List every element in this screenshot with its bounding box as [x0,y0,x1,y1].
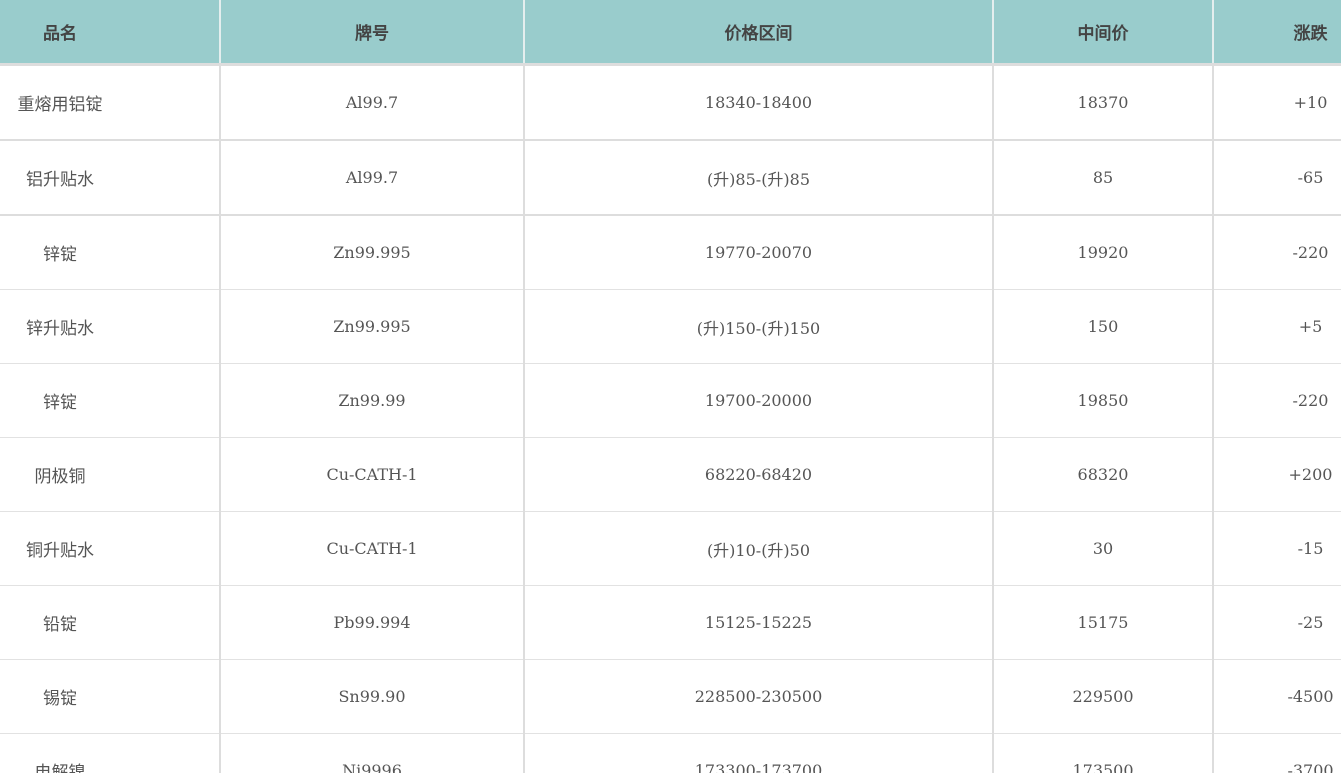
cell-price-range: 68220-68420 [523,437,993,512]
cell-price-range: 15125-15225 [523,585,993,660]
cell-product-name: 铝升贴水 [0,140,220,216]
cell-product-name: 锌升贴水 [0,289,220,364]
column-header-change: 涨跌 [1212,0,1341,66]
cell-change: -4500 [1212,659,1341,734]
column-header-grade: 牌号 [219,0,524,66]
table-row: 铝升贴水 Al99.7 (升)85-(升)85 85 -65 [0,140,1341,216]
cell-price-range: 18340-18400 [523,64,993,141]
cell-grade: Zn99.995 [219,215,524,290]
cell-price-range: (升)150-(升)150 [523,289,993,364]
cell-price-range: 19770-20070 [523,215,993,290]
cell-grade: Cu-CATH-1 [219,437,524,512]
cell-grade: Zn99.995 [219,289,524,364]
cell-product-name: 锌锭 [0,215,220,290]
cell-product-name: 阴极铜 [0,437,220,512]
cell-mid-price: 15175 [992,585,1213,660]
table-row: 锌锭 Zn99.995 19770-20070 19920 -220 [0,215,1341,290]
cell-product-name: 铅锭 [0,585,220,660]
cell-mid-price: 19850 [992,363,1213,438]
table-row: 锡锭 Sn99.90 228500-230500 229500 -4500 [0,659,1341,734]
cell-change: -15 [1212,511,1341,586]
cell-change: +200 [1212,437,1341,512]
table-row: 阴极铜 Cu-CATH-1 68220-68420 68320 +200 [0,437,1341,512]
cell-grade: Ni9996 [219,733,524,773]
cell-grade: Zn99.99 [219,363,524,438]
cell-product-name: 重熔用铝锭 [0,64,220,141]
header-row: 品名 牌号 价格区间 中间价 涨跌 [0,0,1341,66]
cell-mid-price: 18370 [992,64,1213,141]
cell-product-name: 铜升贴水 [0,511,220,586]
cell-change: -220 [1212,215,1341,290]
cell-product-name: 电解镍 [0,733,220,773]
table-row: 铜升贴水 Cu-CATH-1 (升)10-(升)50 30 -15 [0,511,1341,586]
cell-change: -65 [1212,140,1341,216]
cell-product-name: 锌锭 [0,363,220,438]
cell-grade: Al99.7 [219,64,524,141]
cell-mid-price: 19920 [992,215,1213,290]
cell-change: -220 [1212,363,1341,438]
cell-mid-price: 229500 [992,659,1213,734]
column-header-product-name: 品名 [0,0,220,66]
cell-price-range: 173300-173700 [523,733,993,773]
cell-mid-price: 173500 [992,733,1213,773]
column-header-price-range: 价格区间 [523,0,993,66]
cell-mid-price: 30 [992,511,1213,586]
cell-grade: Al99.7 [219,140,524,216]
table-row: 锌升贴水 Zn99.995 (升)150-(升)150 150 +5 [0,289,1341,364]
cell-change: -25 [1212,585,1341,660]
cell-price-range: 19700-20000 [523,363,993,438]
cell-change: +10 [1212,64,1341,141]
cell-grade: Sn99.90 [219,659,524,734]
table-row: 铅锭 Pb99.994 15125-15225 15175 -25 [0,585,1341,660]
column-header-mid-price: 中间价 [992,0,1213,66]
cell-mid-price: 150 [992,289,1213,364]
cell-product-name: 锡锭 [0,659,220,734]
cell-mid-price: 85 [992,140,1213,216]
cell-price-range: 228500-230500 [523,659,993,734]
cell-change: +5 [1212,289,1341,364]
table-row: 重熔用铝锭 Al99.7 18340-18400 18370 +10 [0,64,1341,141]
table-row: 电解镍 Ni9996 173300-173700 173500 -3700 [0,733,1341,773]
cell-price-range: (升)10-(升)50 [523,511,993,586]
cell-grade: Cu-CATH-1 [219,511,524,586]
table-row: 锌锭 Zn99.99 19700-20000 19850 -220 [0,363,1341,438]
cell-mid-price: 68320 [992,437,1213,512]
cell-grade: Pb99.994 [219,585,524,660]
cell-change: -3700 [1212,733,1341,773]
cell-price-range: (升)85-(升)85 [523,140,993,216]
